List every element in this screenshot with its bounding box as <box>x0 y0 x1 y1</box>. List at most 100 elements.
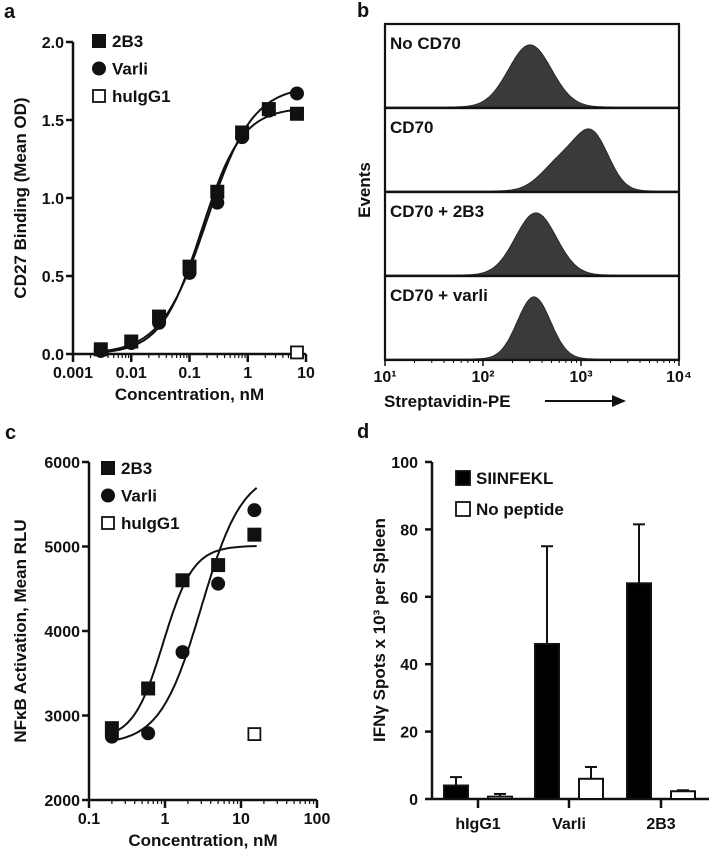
panel-a-legend-marker-2b3 <box>92 34 106 48</box>
panel-a-point-varli <box>261 103 276 118</box>
panel-c-x-tick-label: 100 <box>304 811 331 828</box>
panel-label-a: a <box>4 1 16 23</box>
panel-c-point-varli <box>211 576 226 591</box>
panel-b-histogram-1 <box>385 128 679 192</box>
panel-c-legend-marker-varli <box>101 488 115 503</box>
panel-a-y-tick-label: 2.0 <box>42 35 64 52</box>
panel-a-y-tick-label: 1.0 <box>42 191 64 208</box>
panel-a-fit-curve-varli <box>98 89 299 353</box>
panel-c-legend-label: huIgG1 <box>121 514 180 533</box>
panel-c-x-tick-label: 10 <box>232 811 250 828</box>
panel-a-x-tick-label: 1 <box>243 365 252 382</box>
panel-a-point-varli <box>124 336 139 351</box>
panel-b-histogram-label: No CD70 <box>390 34 461 53</box>
panel-d-bar-no-peptide <box>578 777 604 801</box>
panel-a-legend-label: 2B3 <box>112 32 143 51</box>
panel-c-point-2b3 <box>175 573 190 588</box>
panel-d-y-tick-label: 0 <box>409 792 418 809</box>
panel-a-point-varli <box>182 265 197 280</box>
panel-c-x-axis-label: Concentration, nM <box>128 831 277 850</box>
panel-d-bar-no-peptide <box>487 795 513 800</box>
panel-b-x-axis-label: Streptavidin-PE <box>384 392 511 411</box>
panel-c-point-2b3 <box>247 527 262 542</box>
panel-a-y-tick-label: 0.0 <box>42 347 64 364</box>
panel-d-legend-swatch <box>455 470 471 486</box>
panel-b-x-tick-label: 10¹ <box>373 369 396 386</box>
panel-b-histogram-2 <box>385 212 679 276</box>
panel-label-d: d <box>357 421 369 443</box>
panel-c-point-2b3 <box>211 558 226 573</box>
panel-a-point-varli <box>235 130 250 145</box>
panel-b-histogram-3 <box>385 296 679 360</box>
panel-c-fit-curve-varli <box>109 487 258 742</box>
panel-c-y-tick-label: 5000 <box>44 540 80 557</box>
panel-a-point-huigg1 <box>290 345 304 360</box>
panel-d-category-label: hIgG1 <box>455 816 500 833</box>
panel-a-x-tick-label: 10 <box>297 365 315 382</box>
panel-c-y-axis-label: NFκB Activation, Mean RLU <box>11 519 30 742</box>
panel-b-histogram-0 <box>385 44 679 108</box>
panel-d-legend-label: No peptide <box>476 500 564 519</box>
panel-b-y-axis-label: Events <box>355 162 374 218</box>
panel-a-x-tick-label: 0.01 <box>116 365 147 382</box>
panel-d-y-tick-label: 80 <box>400 522 418 539</box>
panel-b-arrow-head <box>612 395 626 407</box>
panel-c-point-varli <box>104 729 119 744</box>
panel-a-legend-marker-huigg1 <box>92 89 106 103</box>
panel-a-legend-marker-varli <box>92 61 106 76</box>
panel-b-histogram-label: CD70 <box>390 118 433 137</box>
panel-a-point-2b3 <box>289 106 304 121</box>
panel-c-x-tick-label: 0.1 <box>78 811 100 828</box>
panel-d-y-tick-label: 60 <box>400 590 418 607</box>
panel-d-legend-swatch <box>455 501 471 517</box>
panel-c-y-tick-label: 3000 <box>44 709 80 726</box>
panel-c-legend-label: 2B3 <box>121 459 152 478</box>
panel-a-point-varli <box>93 343 108 358</box>
panel-d-category-label: 2B3 <box>646 816 675 833</box>
panel-b-histogram-frame <box>383 274 681 362</box>
panel-b-histogram-label: CD70 + varli <box>390 286 488 305</box>
panel-c-legend-marker-2b3 <box>101 461 115 475</box>
panel-c-legend-marker-huigg1 <box>101 516 115 530</box>
panel-a-y-tick-label: 0.5 <box>42 269 64 286</box>
panel-d-legend-label: SIINFEKL <box>476 469 553 488</box>
panel-c-y-tick-label: 2000 <box>44 793 80 810</box>
panel-a-x-tick-label: 0.1 <box>178 365 200 382</box>
panel-a-x-axis-label: Concentration, nM <box>115 385 264 404</box>
panel-a-point-varli <box>152 315 167 330</box>
panel-c-y-tick-label: 4000 <box>44 624 80 641</box>
panel-a-y-tick-label: 1.5 <box>42 113 64 130</box>
panel-c-point-varli <box>175 645 190 660</box>
panel-c-point-varli <box>247 503 262 518</box>
panel-d-bar-siinfekl <box>626 582 652 800</box>
panel-a-point-2b3 <box>210 184 225 199</box>
panel-d-y-tick-label: 100 <box>391 455 418 472</box>
panel-c-point-huigg1 <box>247 727 262 741</box>
panel-d-bar-siinfekl <box>443 784 469 801</box>
panel-a-point-varli <box>210 195 225 210</box>
panel-a-fit-curve-2b3 <box>98 108 299 354</box>
panel-b-x-tick-label: 10³ <box>569 369 592 386</box>
panel-d-y-tick-label: 20 <box>400 725 418 742</box>
panel-c-x-tick-label: 1 <box>161 811 170 828</box>
panel-a-legend-label: Varli <box>112 60 148 79</box>
panel-d-y-axis-label: IFNγ Spots x 10³ per Spleen <box>370 518 389 742</box>
panel-c-y-tick-label: 6000 <box>44 455 80 472</box>
panel-a-y-axis-label: CD27 Binding (Mean OD) <box>11 97 30 298</box>
panel-d-y-tick-label: 40 <box>400 657 418 674</box>
panel-d-bar-no-peptide <box>670 790 696 801</box>
panel-c-point-varli <box>141 726 156 741</box>
panel-a-x-tick-label: 0.001 <box>53 365 93 382</box>
panel-a-point-varli <box>289 86 304 101</box>
panel-a-legend-label: huIgG1 <box>112 87 171 106</box>
panel-label-b: b <box>357 0 369 22</box>
panel-b-x-tick-label: 10² <box>471 369 494 386</box>
panel-label-c: c <box>5 422 16 444</box>
panel-c-legend-label: Varli <box>121 487 157 506</box>
panel-b-x-tick-label: 10⁴ <box>666 369 692 386</box>
panel-b-histogram-label: CD70 + 2B3 <box>390 202 484 221</box>
panel-c-point-2b3 <box>141 681 156 696</box>
panel-d-bar-siinfekl <box>534 642 560 800</box>
panel-d-category-label: Varli <box>552 816 586 833</box>
